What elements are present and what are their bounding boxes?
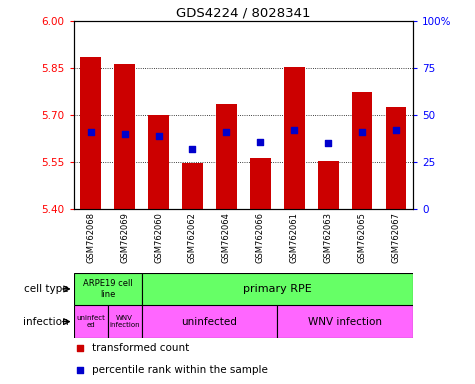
Point [256, 139, 264, 145]
Text: percentile rank within the sample: percentile rank within the sample [92, 364, 268, 375]
Bar [80, 57, 101, 209]
Text: uninfected: uninfected [181, 316, 238, 327]
Point [223, 129, 230, 135]
Point [359, 129, 366, 135]
Bar [148, 115, 169, 209]
Text: infection: infection [23, 316, 69, 327]
Text: cell type: cell type [24, 284, 69, 294]
Bar [318, 161, 339, 209]
Point [324, 140, 332, 146]
Point [76, 346, 84, 352]
Bar [182, 163, 203, 209]
Title: GDS4224 / 8028341: GDS4224 / 8028341 [176, 7, 311, 20]
Bar [142, 305, 277, 338]
Bar [74, 273, 142, 305]
Text: WNV infection: WNV infection [308, 316, 382, 327]
Point [87, 129, 95, 135]
Bar [107, 305, 142, 338]
Point [392, 127, 400, 133]
Text: ARPE19 cell
line: ARPE19 cell line [83, 279, 133, 299]
Point [76, 366, 84, 372]
Bar [352, 92, 372, 209]
Bar [74, 305, 107, 338]
Bar [142, 273, 413, 305]
Text: uninfect
ed: uninfect ed [76, 315, 105, 328]
Point [291, 127, 298, 133]
Point [121, 131, 128, 137]
Text: primary RPE: primary RPE [243, 284, 312, 294]
Text: WNV
infection: WNV infection [109, 315, 140, 328]
Bar [284, 67, 304, 209]
Bar [250, 157, 271, 209]
Bar [386, 108, 407, 209]
Point [189, 146, 196, 152]
Bar [277, 305, 413, 338]
Text: transformed count: transformed count [92, 343, 190, 354]
Bar [114, 65, 135, 209]
Bar [216, 104, 237, 209]
Point [155, 133, 162, 139]
